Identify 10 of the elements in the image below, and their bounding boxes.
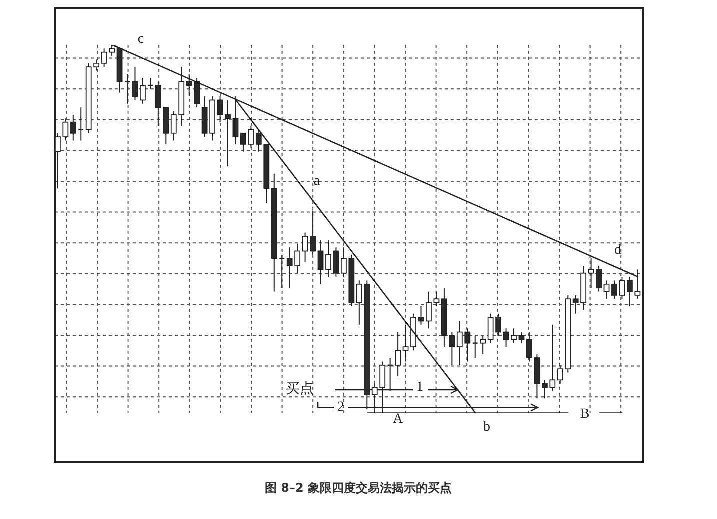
annotation: 买点 [286, 382, 314, 397]
annotation: 1 [416, 380, 424, 395]
annotation: B [580, 407, 590, 422]
annotation: a [314, 174, 320, 189]
annotation: A [392, 412, 404, 427]
annotation: 2 [338, 400, 344, 415]
text: 图 8–2 象限四度交易法揭示的买点 [264, 480, 454, 497]
annotation: d [614, 243, 622, 258]
text: b [484, 420, 490, 435]
annotation: c [138, 32, 144, 47]
